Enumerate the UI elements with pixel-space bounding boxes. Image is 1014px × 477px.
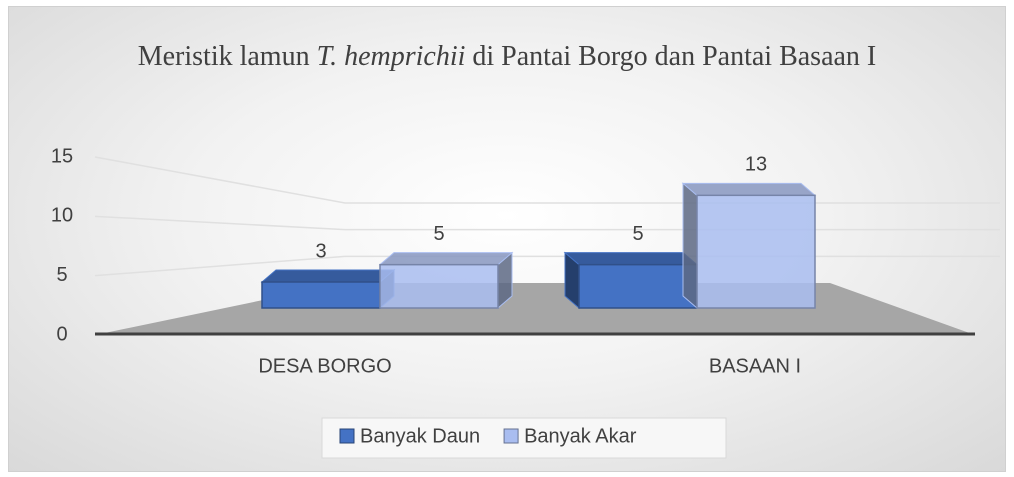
y-tick-label: 0 <box>56 323 67 345</box>
bar <box>260 268 396 310</box>
data-label: 5 <box>632 223 643 245</box>
legend-label: Banyak Akar <box>524 425 637 447</box>
legend-swatch <box>339 428 355 444</box>
title-part: Meristik lamun <box>137 41 317 72</box>
legend-label: Banyak Daun <box>360 425 480 447</box>
grid-line <box>94 156 1000 204</box>
bar-front <box>379 263 499 309</box>
bar-top <box>378 252 514 266</box>
y-tick-label: 15 <box>51 145 73 167</box>
bar <box>563 251 699 310</box>
grid-line <box>94 215 1000 231</box>
legend-box <box>321 417 727 459</box>
chart-title: Meristik lamun T. hemprichii di Pantai B… <box>107 36 907 78</box>
bar-top <box>563 252 699 266</box>
bar-front <box>261 281 381 309</box>
y-tick-label: 10 <box>51 205 73 227</box>
bar-side <box>682 182 698 310</box>
data-label: 13 <box>745 154 767 176</box>
chart-background <box>8 6 1006 472</box>
bar-top <box>260 269 396 283</box>
data-label: 5 <box>433 223 444 245</box>
x-tick-label: DESA BORGO <box>258 355 391 377</box>
bar-top <box>681 182 817 196</box>
grid-line <box>94 255 1000 277</box>
x-tick-label: BASAAN I <box>709 355 801 377</box>
title-italic: T. hemprichii <box>316 41 466 72</box>
legend-swatch <box>503 428 519 444</box>
data-label: 3 <box>315 240 326 262</box>
floor <box>95 283 975 335</box>
bar <box>378 251 514 310</box>
y-tick-label: 5 <box>56 264 67 286</box>
title-part: di Pantai Borgo dan Pantai Basaan I <box>465 41 877 72</box>
bar <box>681 182 817 310</box>
bar-front <box>578 263 698 309</box>
bar-front <box>696 194 816 309</box>
